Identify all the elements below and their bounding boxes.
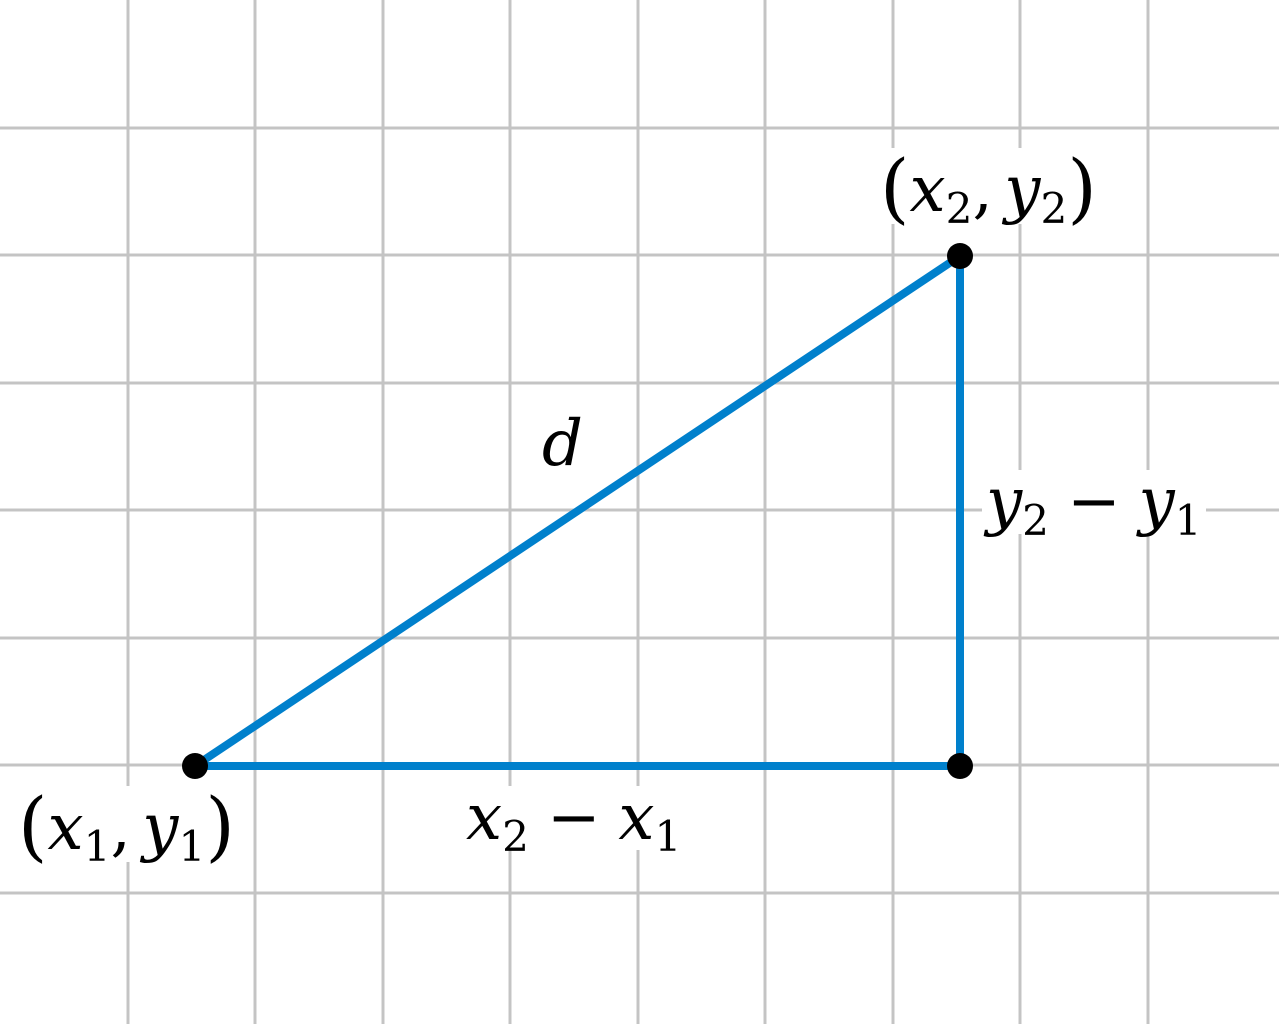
- point-1-label: (x1, y1): [14, 786, 239, 867]
- vertical-leg-label: y2− y1: [982, 470, 1206, 541]
- point-2-label: (x2, y2): [876, 148, 1101, 229]
- hypotenuse-label: d: [542, 407, 583, 481]
- hypotenuse-segment: [191, 252, 964, 770]
- horizontal-leg-label: x2− x1: [462, 786, 686, 857]
- point-1: [182, 753, 208, 779]
- right-angle-point: [947, 753, 973, 779]
- point-2: [947, 243, 973, 269]
